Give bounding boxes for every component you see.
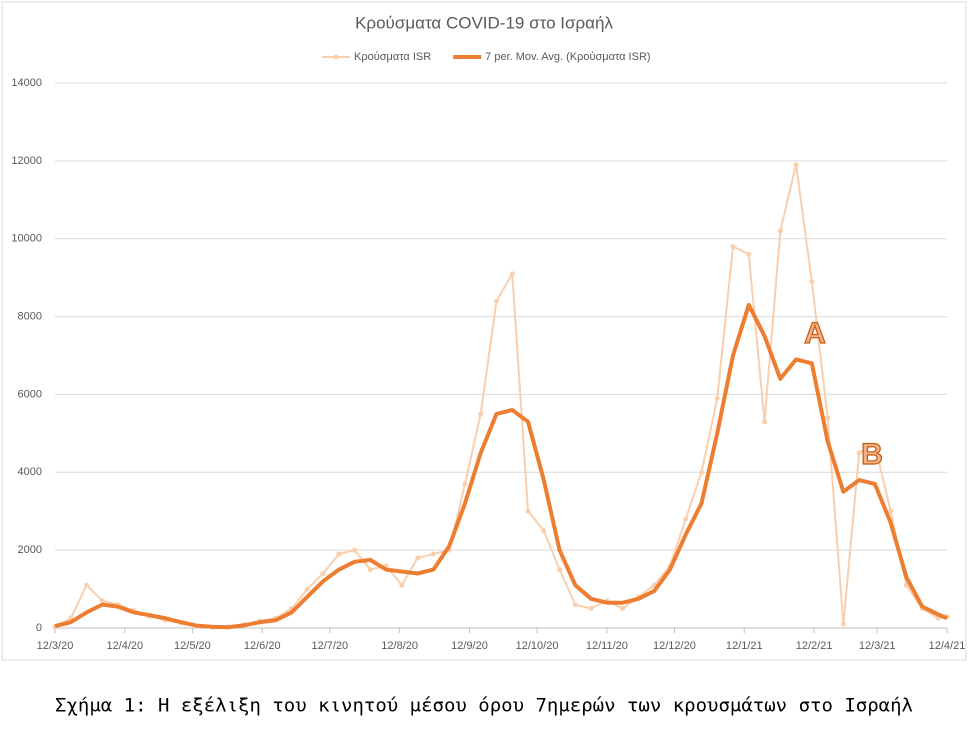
x-tick-label: 12/11/20 [586,640,628,652]
y-tick-label: 12000 [11,155,42,167]
chart-title: Κρούσματα COVID-19 στο Ισραήλ [355,13,613,32]
point [809,279,815,285]
y-tick-label: 4000 [18,466,42,478]
point [352,547,358,553]
y-tick-label: 6000 [18,388,42,400]
series-line [54,302,948,630]
x-tick-label: 12/8/20 [381,640,418,652]
point [557,567,563,573]
point [525,508,531,514]
point [730,244,736,249]
point [99,598,105,604]
point [903,582,909,588]
point [714,395,720,401]
point [793,162,799,168]
point [762,419,768,425]
point [872,442,878,448]
point [336,551,342,557]
x-tick-label: 12/2/21 [796,640,833,652]
point [320,571,326,576]
y-tick-label: 10000 [11,233,42,245]
point [415,555,421,561]
point [367,567,373,573]
x-tick-label: 12/9/20 [451,640,488,652]
annotation: A [804,317,826,350]
point [430,551,436,557]
point [304,586,310,592]
annotation: B [861,438,883,471]
x-tick-label: 12/3/21 [859,640,896,652]
legend-label: Κρούσματα ISR [354,51,431,63]
point [888,508,894,514]
x-tick-label: 12/6/20 [244,640,281,652]
point [462,481,468,487]
x-tick-label: 12/12/20 [653,640,696,652]
point [777,228,783,234]
y-tick-label: 8000 [18,310,42,322]
x-tick-label: 12/10/20 [516,640,559,652]
point [620,606,626,612]
y-tick-label: 14000 [11,77,42,89]
x-tick-label: 12/3/20 [37,640,74,652]
point [588,606,594,612]
point [509,271,515,277]
x-tick-label: 12/4/20 [106,640,143,652]
point [399,582,405,588]
point [683,516,689,522]
x-tick-label: 12/7/20 [311,640,348,652]
point [825,415,831,421]
legend-label: 7 per. Mov. Avg. (Κρούσματα ISR) [485,51,650,63]
x-tick-label: 12/1/21 [726,640,763,652]
point [493,298,499,304]
point [840,621,846,627]
caption: Σχήμα 1: Η εξέλιξη του κινητού μέσου όρο… [55,695,913,717]
point [478,411,484,417]
legend-marker [333,54,339,60]
point [84,582,90,588]
x-tick-label: 12/5/20 [174,640,211,652]
x-tick-label: 12/4/21 [929,640,966,652]
y-tick-label: 0 [36,622,42,634]
y-tick-label: 2000 [18,544,42,556]
point [856,450,862,456]
point [572,602,578,608]
point [746,251,752,257]
point [541,528,547,534]
point [698,469,704,475]
